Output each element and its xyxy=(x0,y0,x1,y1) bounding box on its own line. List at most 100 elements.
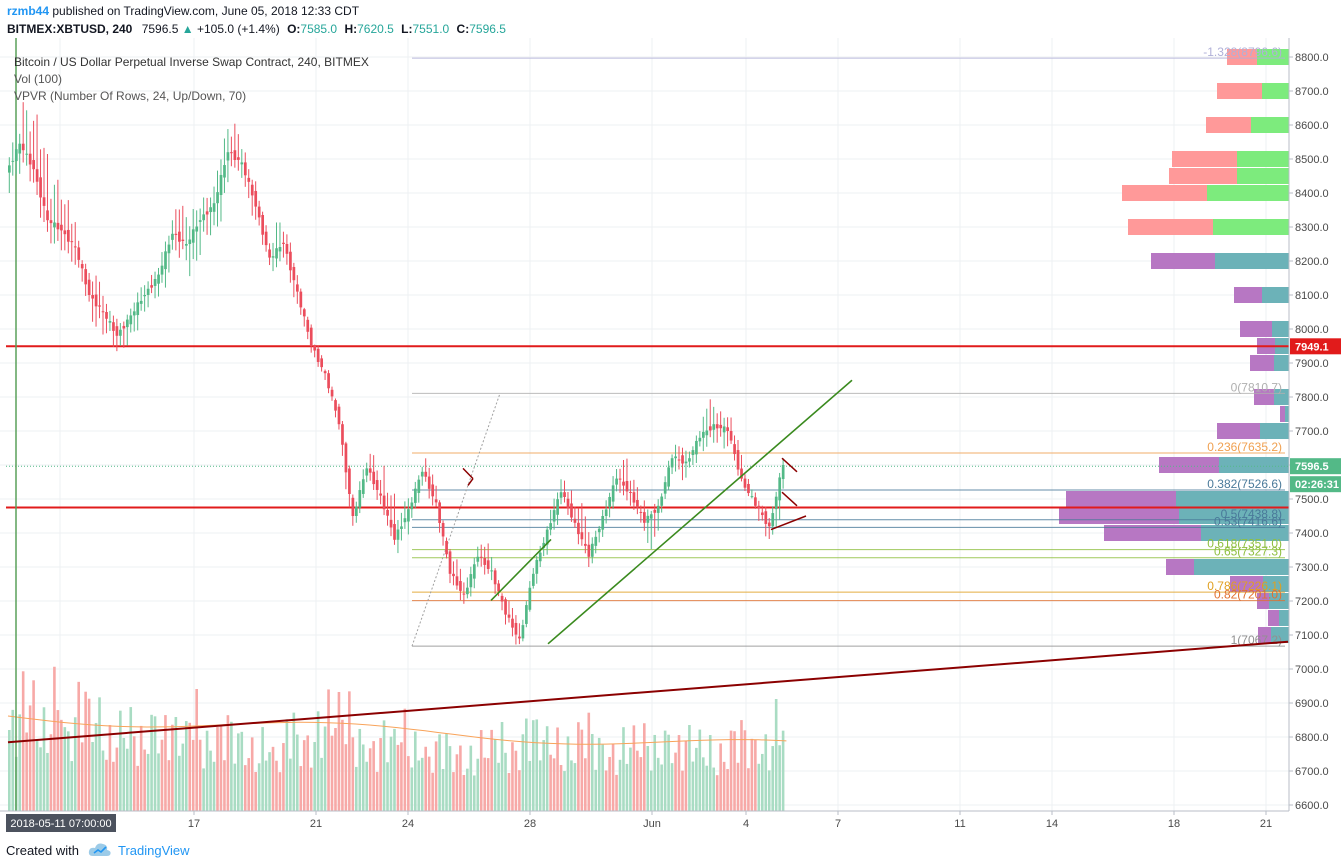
volume-bar xyxy=(181,743,185,811)
candle-body xyxy=(136,302,140,316)
candle-body xyxy=(636,499,639,508)
price-tag-countdown xyxy=(1290,476,1341,493)
time-tick-label: 21 xyxy=(1260,818,1272,830)
price-tick-label: 8200.0 xyxy=(1295,256,1329,268)
volume-bar xyxy=(323,726,327,811)
tradingview-brand[interactable]: TradingView xyxy=(118,843,190,858)
vp-down-bar xyxy=(1151,253,1215,269)
time-cursor-label: 2018-05-11 07:00:00 xyxy=(10,818,111,830)
time-tick-label: 18 xyxy=(1168,818,1180,830)
volume-bar xyxy=(396,744,400,811)
price-tick-label: 7300.0 xyxy=(1295,562,1329,574)
volume-bar xyxy=(420,757,424,811)
volume-bar xyxy=(691,761,695,811)
volume-bar xyxy=(636,750,639,811)
vp-down-bar xyxy=(1169,168,1237,184)
candle-body xyxy=(125,319,129,328)
volume-bar xyxy=(559,765,563,811)
time-axis: 2018-05-11 07:00:00 17 21 24 28 Jun 4 7 11 14 18 21 xyxy=(0,810,1341,838)
candle-body xyxy=(216,192,219,204)
volume-bar xyxy=(563,771,566,811)
volume-bar xyxy=(698,729,702,811)
candle-body xyxy=(566,498,570,509)
volume-bar xyxy=(754,740,757,811)
candle-body xyxy=(223,165,226,178)
candle-body xyxy=(233,150,237,160)
candle-body xyxy=(781,465,785,480)
candle-body xyxy=(733,444,736,455)
volume-bar xyxy=(497,762,500,811)
vp-up-bar xyxy=(1260,423,1289,439)
candle-body xyxy=(750,496,754,498)
candle-body xyxy=(760,512,764,516)
vp-up-bar xyxy=(1271,627,1289,643)
candle-body xyxy=(729,431,733,441)
candle-body xyxy=(191,229,195,243)
volume-bar xyxy=(334,727,337,811)
candle-body xyxy=(691,450,695,455)
volume-bar xyxy=(702,757,705,811)
volume-bar xyxy=(372,741,375,811)
tradingview-cloud-icon[interactable] xyxy=(88,841,112,859)
candle-body xyxy=(611,485,615,502)
candle-body xyxy=(410,502,414,510)
candle-body xyxy=(632,492,636,503)
candle-body xyxy=(250,184,254,196)
trendlines xyxy=(7,379,1289,744)
author-name[interactable]: rzmb44 xyxy=(7,4,50,18)
candle-body xyxy=(112,322,115,331)
candle-body xyxy=(230,152,233,154)
volume-bar xyxy=(219,724,223,811)
volume-bar xyxy=(688,725,691,811)
price-tick-label: 7000.0 xyxy=(1295,664,1329,676)
candle-body xyxy=(726,427,729,431)
candle-body xyxy=(372,471,376,485)
vp-down-bar xyxy=(1166,559,1194,575)
candle-body xyxy=(84,269,88,285)
volume-bar xyxy=(171,724,174,811)
candle-body xyxy=(479,556,483,558)
candle-body xyxy=(407,509,410,522)
volume-bar xyxy=(56,710,60,811)
vp-up-bar xyxy=(1274,355,1289,371)
candle-body xyxy=(365,468,369,476)
chart-header: rzmb44 published on TradingView.com, Jun… xyxy=(0,0,1341,40)
candle-body xyxy=(660,496,664,506)
volume-bar xyxy=(611,743,615,811)
volume-bar xyxy=(264,760,268,811)
candle-body xyxy=(389,519,393,528)
candle-body xyxy=(42,197,46,206)
candle-body xyxy=(35,169,39,182)
candle-body xyxy=(289,251,292,271)
volume-bar xyxy=(132,736,136,811)
candle-body xyxy=(525,605,528,624)
candle-body xyxy=(143,295,147,297)
volume-bar xyxy=(663,730,667,811)
volume-bar xyxy=(389,736,393,811)
price-tick-label: 6700.0 xyxy=(1295,766,1329,778)
volume-bar xyxy=(330,735,334,811)
volume-bar xyxy=(94,722,98,811)
candle-body xyxy=(702,431,705,438)
time-axis-bg xyxy=(0,811,1341,838)
candle-body xyxy=(712,424,716,430)
volume-bar xyxy=(28,705,32,811)
candle-body xyxy=(434,499,438,503)
volume-bar xyxy=(32,680,35,811)
candle-body xyxy=(306,319,310,332)
volume-bar xyxy=(441,768,445,811)
price-chart[interactable]: -1.328(8796.6) 0(7810.7) 0.236(7635.2) 0.38… xyxy=(0,38,1341,838)
vp-down-bar xyxy=(1250,355,1274,371)
candle-body xyxy=(722,426,726,433)
candle-body xyxy=(49,220,53,224)
candle-body xyxy=(504,599,507,615)
candle-body xyxy=(552,510,556,522)
volume-bar xyxy=(542,740,545,811)
candle-body xyxy=(684,461,688,464)
candle-body xyxy=(757,505,761,509)
candle-body xyxy=(736,450,740,470)
volume-bar xyxy=(424,746,427,811)
volume-bar xyxy=(73,717,77,811)
volume-bar xyxy=(327,689,330,811)
volume-bar xyxy=(656,757,660,811)
